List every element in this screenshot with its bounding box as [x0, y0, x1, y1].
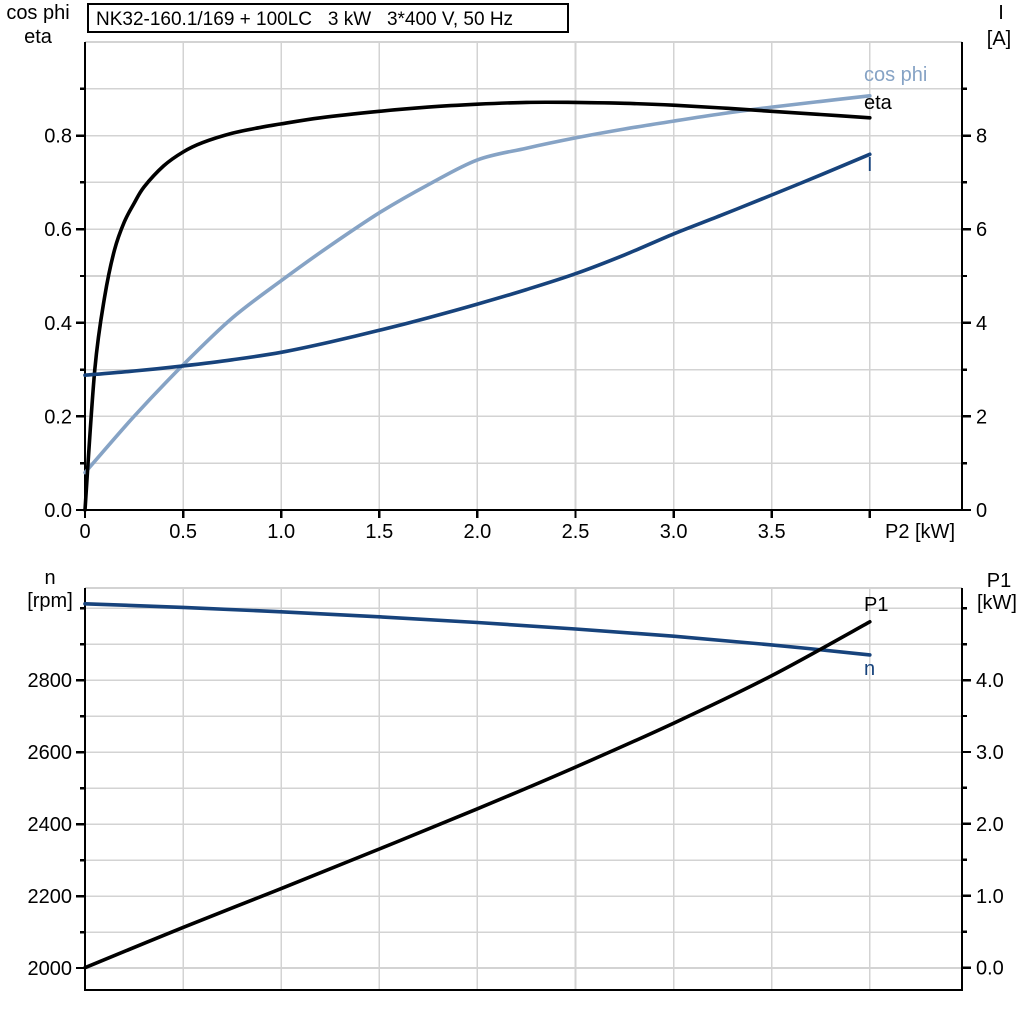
y-left-tick-label: 0.0 [44, 500, 72, 522]
p1-curve-label: P1 [864, 594, 888, 616]
curve-cos-phi [83, 94, 872, 475]
bottom-chart-grid [85, 587, 962, 990]
x-tick-label: 3.5 [758, 521, 786, 543]
top-x-axis-title: P2 [kW] [885, 521, 955, 543]
bottom-chart: 2000 2200 2400 2600 2800 0.0 1.0 2.0 3.0 4.0 [28, 587, 1004, 992]
x-tick-label: 2.5 [562, 521, 590, 543]
y-left-tick-label: 2400 [28, 814, 73, 836]
n-curve-label: n [864, 658, 875, 680]
y-left-tick-label: 0.4 [44, 313, 72, 335]
chart-title: NK32-160.1/169 + 100LC 3 kW 3*400 V, 50 … [96, 9, 513, 30]
x-tick-label: 1.0 [267, 521, 295, 543]
y-right-tick-label: 0.0 [976, 958, 1004, 980]
y-right-tick-label: 2.0 [976, 814, 1004, 836]
y-right-tick-label: 1.0 [976, 886, 1004, 908]
title-box-frame [87, 3, 569, 33]
curve-p1 [83, 620, 872, 970]
curve-i [83, 152, 872, 377]
y-left-tick-label: 2000 [28, 958, 73, 980]
x-tick-label: 0.5 [169, 521, 197, 543]
current-curve-label: I [867, 154, 873, 176]
y-left-tick-label: 2800 [28, 670, 73, 692]
y-left-tick-label: 0.2 [44, 406, 72, 428]
top-y-left-axis-title-line1: cos phi [6, 2, 69, 24]
curve-n [83, 602, 872, 657]
y-right-tick-label: 4 [976, 313, 987, 335]
top-chart-series [83, 94, 872, 512]
bottom-chart-series [83, 602, 872, 970]
top-y-right-axis-title-line2: [A] [987, 28, 1011, 50]
title-box: NK32-160.1/169 + 100LC 3 kW 3*400 V, 50 … [87, 3, 569, 33]
top-chart-grid [85, 41, 962, 510]
x-tick-label: 1.5 [365, 521, 393, 543]
y-right-tick-label: 4.0 [976, 670, 1004, 692]
x-tick-label: 0 [79, 521, 90, 543]
x-tick-label: 3.0 [660, 521, 688, 543]
axis-titles: cos phi eta I [A] P2 [kW] cos phi eta I … [6, 2, 1017, 680]
y-right-tick-label: 8 [976, 126, 987, 148]
cos-phi-curve-label: cos phi [864, 64, 927, 86]
bottom-chart-axes: 2000 2200 2400 2600 2800 0.0 1.0 2.0 3.0 4.0 [28, 588, 1004, 992]
y-left-tick-label: 2600 [28, 742, 73, 764]
y-right-tick-label: 6 [976, 219, 987, 241]
x-tick-label: 2.0 [463, 521, 491, 543]
y-left-tick-label: 0.8 [44, 126, 72, 148]
y-left-tick-label: 0.6 [44, 219, 72, 241]
eta-curve-label: eta [864, 92, 893, 114]
top-chart: 0.0 0.2 0.4 0.6 0.8 0 2 4 6 8 0 0.5 1.0 1.5 2.0 2.5 3.0 3… [44, 41, 987, 543]
y-right-tick-label: 2 [976, 406, 987, 428]
bottom-y-left-axis-title-line1: n [44, 567, 55, 589]
bottom-y-left-axis-title-line2: [rpm] [27, 590, 73, 612]
y-right-tick-label: 0 [976, 500, 987, 522]
y-left-tick-label: 2200 [28, 886, 73, 908]
bottom-y-right-axis-title-line1: P1 [987, 570, 1011, 592]
curve-eta [83, 100, 872, 512]
bottom-y-right-axis-title-line2: [kW] [977, 592, 1017, 614]
top-y-right-axis-title-line1: I [998, 2, 1004, 24]
top-y-left-axis-title-line2: eta [24, 26, 53, 48]
y-right-tick-label: 3.0 [976, 742, 1004, 764]
